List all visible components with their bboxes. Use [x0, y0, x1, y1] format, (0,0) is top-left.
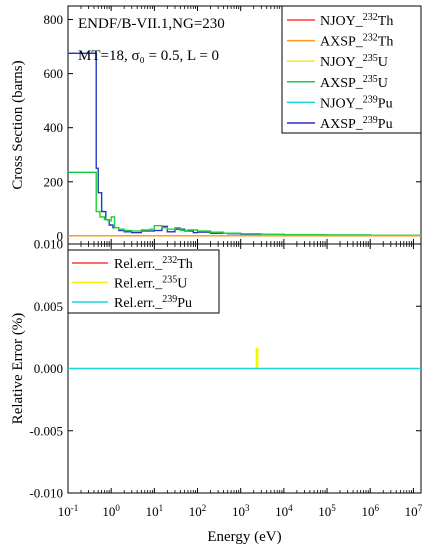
- annotation-parameters: MT=18, σ₀ = 0.5, L = 0: [78, 48, 219, 64]
- x-tick-label: 106: [361, 503, 379, 519]
- x-tick-label: 102: [189, 503, 207, 519]
- y-tick-label: 600: [44, 66, 64, 81]
- y-tick-label: 200: [44, 174, 64, 189]
- legend-label: Rel.err._232Th: [114, 255, 193, 273]
- legend-box: [281, 5, 422, 134]
- y-tick-label: -0.005: [29, 423, 63, 438]
- y-tick-label: 0.000: [34, 361, 63, 376]
- legend-label: NJOY_239Pu: [320, 94, 393, 112]
- y-axis-label: Cross Section (barns): [10, 60, 26, 189]
- y-tick-label: 800: [44, 12, 64, 27]
- x-tick-label: 107: [405, 503, 423, 519]
- x-tick-label: 104: [275, 503, 293, 519]
- series-line-rel-err-235u: [68, 347, 421, 370]
- series-line-njoy-235u: [68, 171, 421, 237]
- x-tick-label: 101: [146, 503, 164, 519]
- x-tick-label: 100: [102, 503, 120, 519]
- legend-label: Rel.err._235U: [114, 274, 187, 292]
- x-tick-label: 10-1: [58, 503, 79, 519]
- y-tick-label: -0.010: [29, 486, 63, 501]
- legend-label: AXSP_232Th: [320, 32, 393, 50]
- y-axis-label: Relative Error (%): [10, 313, 26, 425]
- legend-label: AXSP_239Pu: [320, 115, 393, 133]
- cross-section-panel: 0 200 400 600 800 Cross Section (barns) ENDF/B…: [10, 5, 422, 245]
- legend-label: Rel.err._239Pu: [114, 294, 192, 312]
- y-tick-label: 0: [57, 228, 64, 243]
- y-tick-label: 400: [44, 120, 64, 135]
- legend-label: NJOY_235U: [320, 53, 388, 71]
- series-line-axsp-235u: [68, 171, 421, 237]
- legend-label: NJOY_232Th: [320, 12, 393, 30]
- y-tick-label: 0.005: [34, 299, 63, 314]
- x-tick-label: 103: [232, 503, 250, 519]
- relative-error-panel: -0.010 -0.005 0.000 0.005 0.010 Relative Erro…: [10, 237, 423, 546]
- y-tick-label: 0.010: [34, 237, 63, 252]
- x-axis-label: Energy (eV): [207, 529, 281, 545]
- x-tick-label: 105: [318, 503, 336, 519]
- legend-label: AXSP_235U: [320, 73, 388, 91]
- annotation-library: ENDF/B-VII.1,NG=230: [78, 16, 225, 32]
